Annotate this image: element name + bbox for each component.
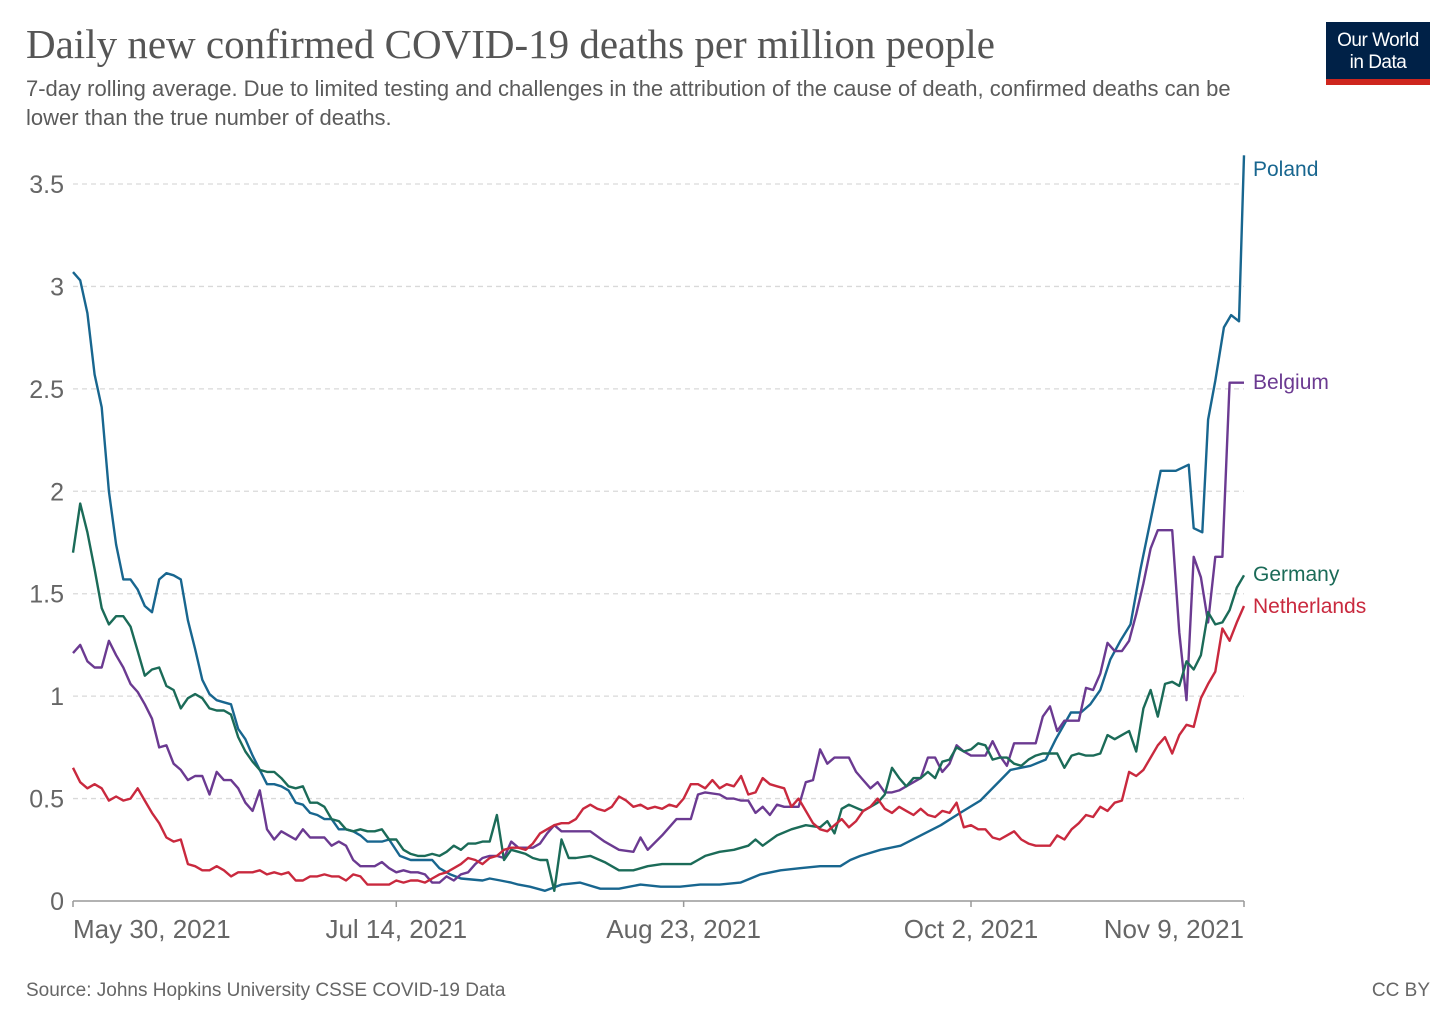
series-label-netherlands: Netherlands — [1253, 595, 1366, 618]
y-tick-label: 3 — [50, 273, 64, 301]
chart-subtitle: 7-day rolling average. Due to limited te… — [26, 76, 1231, 130]
y-tick-label: 2.5 — [29, 376, 64, 404]
chart-title: Daily new confirmed COVID-19 deaths per … — [26, 21, 995, 67]
series-label-belgium: Belgium — [1253, 371, 1329, 394]
y-tick-label: 0.5 — [29, 786, 64, 814]
x-tick-label: Oct 2, 2021 — [904, 914, 1038, 944]
source-note[interactable]: Source: Johns Hopkins University CSSE CO… — [26, 980, 506, 1001]
y-tick-label: 1.5 — [29, 581, 64, 609]
y-tick-label: 3.5 — [29, 171, 64, 199]
series-label-germany: Germany — [1253, 563, 1340, 586]
y-tick-label: 1 — [50, 683, 64, 711]
x-tick-label: Nov 9, 2021 — [1104, 914, 1244, 944]
x-tick-label: Jul 14, 2021 — [325, 914, 467, 944]
series-line-netherlands — [71, 605, 1246, 886]
series-line-poland — [72, 155, 1246, 892]
y-axis: 0 0.5 1 1.5 2 2.5 3 3.5 — [29, 171, 64, 916]
series-line-germany — [71, 502, 1246, 892]
x-tick-label: Aug 23, 2021 — [606, 914, 761, 944]
owid-logo[interactable]: Our World in Data — [1326, 22, 1430, 85]
logo-line-1: Our World — [1337, 30, 1419, 51]
series-label-poland: Poland — [1253, 158, 1318, 181]
license-link[interactable]: CC BY — [1371, 980, 1430, 1001]
series-lines — [71, 155, 1246, 892]
logo-line-2: in Data — [1349, 52, 1407, 73]
y-tick-label: 2 — [50, 478, 64, 506]
x-tick-label: May 30, 2021 — [73, 914, 231, 944]
gridlines — [73, 183, 1244, 800]
x-axis: May 30, 2021 Jul 14, 2021 Aug 23, 2021 Oct … — [72, 900, 1245, 944]
y-tick-label: 0 — [50, 888, 64, 916]
series-line-belgium — [72, 381, 1244, 884]
series-labels: Poland Belgium Germany Netherlands — [1253, 158, 1366, 618]
